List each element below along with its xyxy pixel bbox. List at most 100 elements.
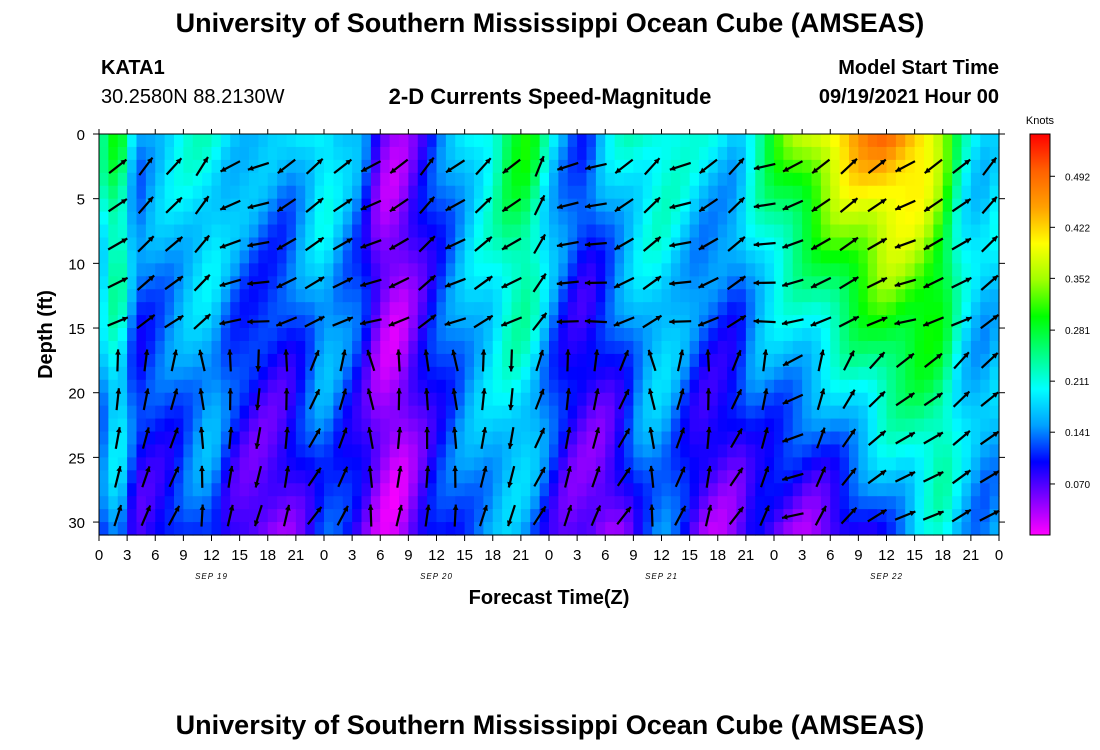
- heat-cell: [802, 211, 813, 226]
- heat-cell: [539, 159, 550, 174]
- heat-cell: [220, 418, 231, 433]
- heat-cell: [989, 276, 1000, 290]
- heat-cell: [511, 134, 522, 148]
- arrow-head: [342, 427, 348, 434]
- heat-cell: [136, 353, 147, 368]
- heat-cell: [202, 340, 213, 355]
- current-arrow: [338, 388, 348, 411]
- heat-cell: [924, 263, 934, 277]
- heat-cell: [324, 315, 334, 329]
- heat-cell: [727, 496, 738, 510]
- heat-cell: [530, 315, 541, 329]
- current-arrow: [141, 427, 151, 449]
- heat-cell: [164, 457, 175, 471]
- heat-cell: [886, 315, 897, 329]
- arrow-head: [115, 427, 122, 433]
- heat-cell: [586, 340, 597, 355]
- heat-cell: [680, 185, 691, 200]
- heat-cell: [867, 302, 878, 316]
- heat-cell: [211, 315, 222, 329]
- heat-cell: [267, 237, 278, 252]
- heat-cell: [849, 302, 859, 316]
- heat-cell: [642, 522, 653, 536]
- heat-cell: [717, 366, 728, 381]
- heat-cell: [689, 289, 700, 303]
- heat-cell: [614, 159, 625, 174]
- heat-cell: [670, 496, 681, 510]
- heat-cell: [895, 366, 906, 381]
- heat-cell: [258, 379, 269, 394]
- heat-cell: [736, 340, 747, 355]
- heat-cell: [417, 353, 428, 368]
- heat-cell: [745, 483, 756, 497]
- heat-cell: [933, 146, 944, 161]
- heat-cell: [839, 198, 850, 213]
- arrow-head: [247, 280, 253, 287]
- current-arrow: [669, 280, 692, 287]
- arrow-head: [851, 198, 858, 204]
- heat-cell: [914, 522, 925, 536]
- heat-cell: [511, 457, 522, 471]
- heat-cell: [174, 405, 184, 420]
- heat-cell: [980, 172, 991, 187]
- heat-cell: [980, 418, 991, 433]
- heat-cell: [389, 522, 400, 536]
- arrow-head: [198, 349, 204, 356]
- heat-cell: [717, 159, 728, 174]
- current-arrow: [304, 315, 325, 328]
- heat-cell: [802, 457, 813, 471]
- heat-cell: [520, 302, 531, 316]
- arrow-head: [753, 241, 760, 248]
- heat-cell: [717, 470, 728, 484]
- current-arrow: [452, 504, 459, 527]
- heat-cell: [774, 379, 784, 394]
- heat-cell: [417, 444, 428, 458]
- heat-cell: [736, 276, 747, 290]
- heat-cell: [961, 496, 972, 510]
- heat-cell: [258, 172, 269, 187]
- heat-cell: [286, 392, 297, 407]
- heat-cell: [970, 509, 981, 523]
- heat-cell: [539, 315, 550, 329]
- heat-cell: [877, 340, 888, 355]
- heat-cell: [605, 483, 616, 497]
- heat-cell: [924, 250, 934, 264]
- heat-cell: [183, 289, 194, 303]
- current-arrow: [782, 199, 804, 211]
- heat-cell: [586, 250, 597, 264]
- heat-cell: [886, 483, 897, 497]
- heat-cell: [614, 172, 625, 187]
- heat-cell: [830, 483, 841, 497]
- heat-cell: [492, 134, 503, 148]
- heat-cell: [399, 211, 409, 226]
- heat-cell: [427, 302, 438, 316]
- heat-cell: [595, 392, 606, 407]
- heat-cell: [99, 276, 109, 290]
- heat-cell: [258, 522, 269, 536]
- heat-cell: [239, 315, 250, 329]
- heat-cell: [239, 237, 250, 252]
- heat-cell: [567, 224, 578, 239]
- heat-cell: [305, 198, 316, 213]
- current-arrow: [193, 313, 212, 330]
- heat-cell: [483, 185, 494, 200]
- heat-cell: [783, 496, 794, 510]
- heat-cell: [399, 470, 409, 484]
- heat-cell: [736, 509, 747, 523]
- heat-cell: [520, 315, 531, 329]
- heat-cell: [230, 302, 241, 316]
- heat-cell: [399, 392, 409, 407]
- current-arrow: [584, 202, 607, 209]
- heat-cell: [277, 328, 288, 342]
- arrow-head: [540, 312, 547, 319]
- heat-cell: [567, 302, 578, 316]
- heat-cell: [370, 263, 381, 277]
- heat-cell: [127, 302, 138, 316]
- heat-cell: [849, 509, 859, 523]
- heat-cell: [286, 172, 297, 187]
- heat-cell: [642, 366, 653, 381]
- current-arrow: [419, 156, 435, 176]
- heat-cell: [483, 172, 494, 187]
- heat-cell: [774, 457, 784, 471]
- current-arrow: [565, 388, 572, 411]
